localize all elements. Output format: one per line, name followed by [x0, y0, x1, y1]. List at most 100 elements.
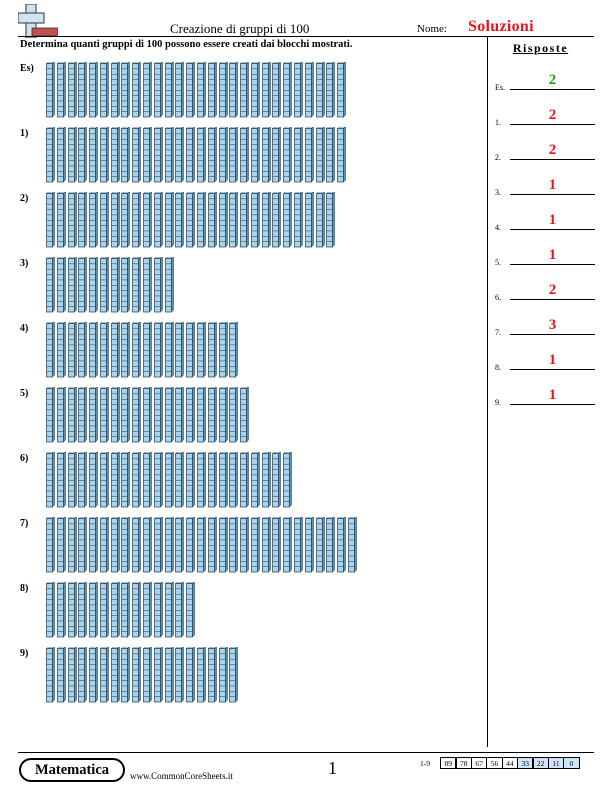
ten-rod-block — [121, 582, 131, 638]
ten-rod-block — [46, 322, 55, 378]
ten-rod-block — [99, 517, 109, 573]
ten-rod-block — [56, 192, 66, 248]
ten-rod-block — [89, 127, 99, 183]
ten-rod-block — [67, 192, 77, 248]
ten-rod-block — [218, 647, 228, 703]
answer-value: 1 — [548, 177, 557, 193]
ten-rod-block — [153, 257, 163, 313]
ten-rod-block — [196, 322, 206, 378]
ten-rod-block — [121, 387, 131, 443]
ten-rod-block — [99, 257, 109, 313]
score-cell: 78 — [455, 757, 472, 769]
page-number: 1 — [328, 758, 337, 778]
answer-row: 9. 1 — [495, 387, 595, 407]
answer-label: 6. — [495, 293, 501, 302]
ten-rod-block — [78, 257, 88, 313]
ten-rod-block — [326, 127, 336, 183]
ten-rod-block — [337, 62, 347, 118]
ten-rod-block — [132, 257, 142, 313]
ten-rod-block — [99, 647, 109, 703]
ten-rod-block — [164, 62, 174, 118]
ten-rod-block — [261, 127, 271, 183]
answer-value: 1 — [548, 247, 557, 263]
ten-rod-block — [229, 62, 239, 118]
ten-rod-block — [132, 322, 142, 378]
ten-rod-block — [99, 582, 109, 638]
ten-rod-block — [250, 192, 260, 248]
ten-rod-block — [89, 517, 99, 573]
name-label: Nome: — [417, 23, 447, 35]
score-cell: 56 — [486, 757, 503, 769]
ten-rod-block — [175, 62, 185, 118]
ten-rod-block — [56, 647, 66, 703]
ten-rod-block — [207, 322, 217, 378]
base-ten-blocks — [46, 192, 336, 248]
ten-rod-block — [143, 387, 152, 443]
ten-rod-block — [121, 517, 131, 573]
ten-rod-block — [293, 517, 303, 573]
ten-rod-block — [56, 62, 66, 118]
ten-rod-block — [143, 322, 152, 378]
ten-rod-block — [196, 127, 206, 183]
ten-rod-block — [46, 62, 55, 118]
ten-rod-block — [99, 387, 109, 443]
ten-rod-block — [229, 452, 239, 508]
ten-rod-block — [218, 127, 228, 183]
ten-rod-block — [186, 582, 196, 638]
ten-rod-block — [46, 257, 55, 313]
ten-rod-block — [78, 517, 88, 573]
ten-rod-block — [196, 192, 206, 248]
ten-rod-block — [46, 387, 55, 443]
ten-rod-block — [337, 517, 347, 573]
answer-value: 2 — [548, 142, 557, 158]
ten-rod-block — [153, 192, 163, 248]
ten-rod-block — [46, 192, 55, 248]
answer-row: 4. 1 — [495, 212, 595, 232]
answer-line — [510, 229, 595, 230]
ten-rod-block — [229, 322, 239, 378]
ten-rod-block — [261, 452, 271, 508]
ten-rod-block — [153, 517, 163, 573]
ten-rod-block — [89, 192, 99, 248]
answer-label: 1. — [495, 118, 501, 127]
ten-rod-block — [110, 452, 120, 508]
ten-rod-block — [218, 452, 228, 508]
ten-rod-block — [164, 517, 174, 573]
ten-rod-block — [186, 387, 196, 443]
ten-rod-block — [78, 387, 88, 443]
ten-rod-block — [46, 517, 55, 573]
answer-row: 5. 1 — [495, 247, 595, 267]
ten-rod-block — [283, 127, 293, 183]
ten-rod-block — [164, 452, 174, 508]
answer-label: 4. — [495, 223, 501, 232]
score-cell: 0 — [563, 757, 580, 769]
ten-rod-block — [153, 127, 163, 183]
base-ten-blocks — [46, 517, 357, 573]
ten-rod-block — [89, 647, 99, 703]
ten-rod-block — [46, 127, 55, 183]
ten-rod-block — [99, 127, 109, 183]
ten-rod-block — [110, 257, 120, 313]
ten-rod-block — [78, 322, 88, 378]
ten-rod-block — [99, 62, 109, 118]
ten-rod-block — [121, 452, 131, 508]
ten-rod-block — [229, 192, 239, 248]
ten-rod-block — [196, 452, 206, 508]
answer-value: 3 — [548, 317, 557, 333]
ten-rod-block — [110, 582, 120, 638]
ten-rod-block — [240, 192, 249, 248]
ten-rod-block — [110, 647, 120, 703]
ten-rod-block — [326, 192, 336, 248]
ten-rod-block — [153, 582, 163, 638]
score-cell: 67 — [470, 757, 488, 769]
ten-rod-block — [175, 322, 185, 378]
ten-rod-block — [67, 517, 77, 573]
ten-rod-block — [218, 387, 228, 443]
base-ten-blocks — [46, 582, 196, 638]
ten-rod-block — [46, 582, 55, 638]
ten-rod-block — [78, 62, 88, 118]
ten-rod-block — [229, 517, 239, 573]
ten-rod-block — [46, 452, 55, 508]
instructions: Determina quanti gruppi di 100 possono e… — [20, 39, 353, 50]
ten-rod-block — [67, 647, 77, 703]
